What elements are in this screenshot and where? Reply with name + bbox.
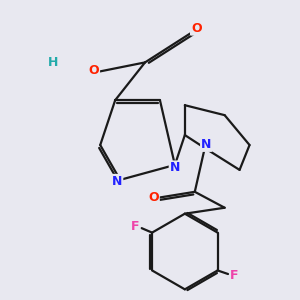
Text: N: N: [112, 175, 122, 188]
Text: N: N: [201, 138, 211, 151]
Text: N: N: [170, 161, 180, 174]
Text: H: H: [48, 56, 58, 69]
Text: F: F: [131, 220, 139, 233]
Text: O: O: [191, 22, 202, 35]
Text: O: O: [88, 64, 99, 77]
Text: O: O: [148, 191, 159, 204]
Text: F: F: [230, 269, 239, 282]
